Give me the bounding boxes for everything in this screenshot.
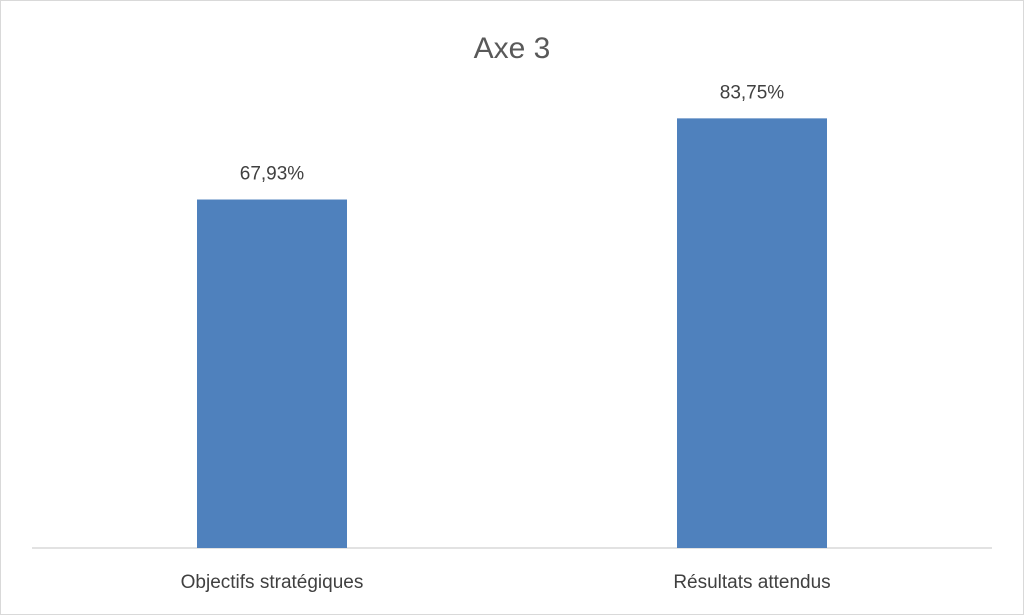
labels-group: 67,93% Objectifs stratégiques 83,75% Résult…	[181, 82, 831, 593]
bars-group	[197, 118, 827, 549]
bar-0	[197, 199, 347, 548]
category-label-1: Résultats attendus	[673, 572, 830, 593]
data-label-1: 83,75%	[720, 82, 785, 103]
chart-title: Axe 3	[474, 32, 551, 65]
category-label-0: Objectifs stratégiques	[181, 572, 364, 593]
bar-1	[677, 118, 827, 549]
data-label-0: 67,93%	[240, 164, 305, 185]
